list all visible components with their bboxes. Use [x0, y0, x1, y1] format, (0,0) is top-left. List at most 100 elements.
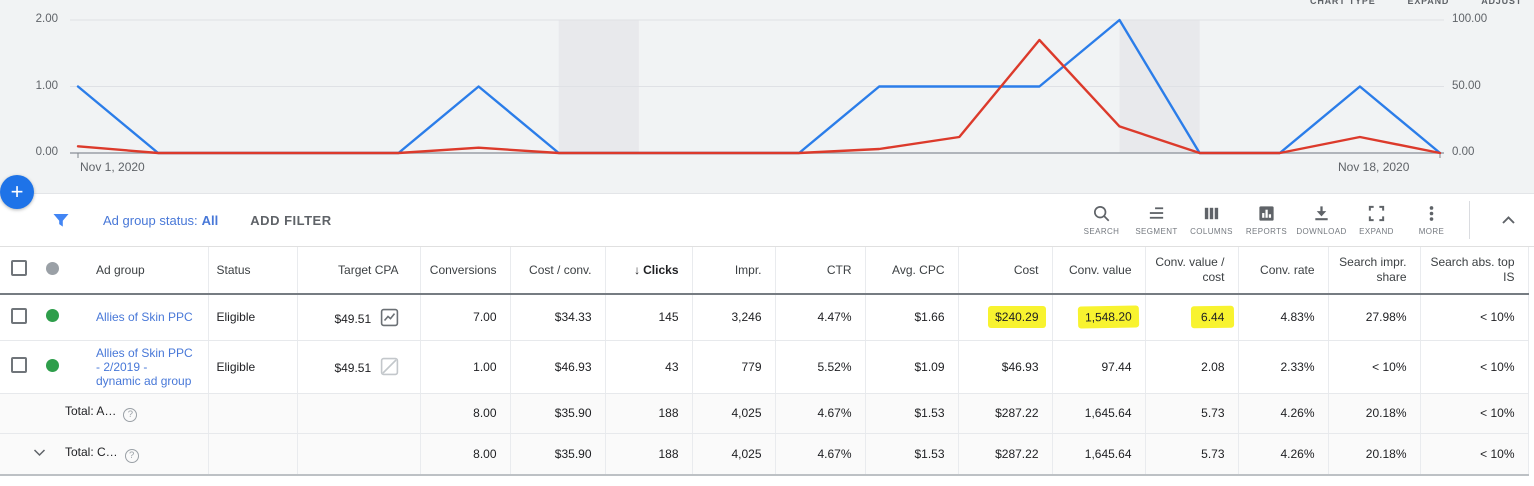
column-header-ctr[interactable]: CTR: [775, 247, 866, 295]
chevron-up-icon: [1500, 214, 1517, 226]
enabled-status-dot: [45, 358, 59, 372]
right-axis-tick: 100.00: [1452, 13, 1488, 25]
conversions-cell: 1.00: [420, 340, 511, 394]
column-header-target-cpa[interactable]: Target CPA: [297, 247, 421, 295]
highlighted-value: 1,548.20: [1077, 305, 1139, 329]
bid-strategy-chart-disabled-icon[interactable]: [380, 357, 399, 376]
adgroup-link[interactable]: Allies of Skin PPC - 2/2019 - dynamic ad…: [96, 345, 193, 388]
collapse-table-button[interactable]: [1482, 208, 1534, 232]
segment-icon: [1147, 204, 1166, 223]
column-header-cost-per-conv[interactable]: Cost / conv.: [510, 247, 606, 295]
left-axis-tick: 1.00: [35, 80, 58, 92]
add-button[interactable]: +: [0, 175, 34, 209]
help-icon[interactable]: ?: [123, 407, 138, 422]
chart-adjust-button[interactable]: ADJUST: [1481, 0, 1522, 6]
column-header-avg-cpc[interactable]: Avg. CPC: [865, 247, 959, 295]
reports-icon: [1257, 204, 1276, 223]
select-all-checkbox[interactable]: [11, 260, 27, 276]
conv-value-per-cost-cell: 6.44: [1145, 294, 1239, 341]
ctr-cell: 5.52%: [775, 340, 866, 394]
row-checkbox[interactable]: [11, 357, 27, 373]
add-filter-button[interactable]: ADD FILTER: [244, 212, 337, 229]
search-impr-share-cell: 27.98%: [1328, 294, 1421, 341]
filter-chip-adgroup-status[interactable]: Ad group status: All: [103, 212, 219, 228]
adgroup-link[interactable]: Allies of Skin PPC: [96, 310, 193, 325]
column-header-impressions[interactable]: Impr.: [692, 247, 776, 295]
more-dots-icon: [1422, 204, 1441, 223]
cost-cell: $287.22: [958, 393, 1053, 434]
more-button[interactable]: MORE: [1404, 204, 1459, 236]
chevron-down-icon[interactable]: [33, 448, 46, 457]
column-header-conv-rate[interactable]: Conv. rate: [1238, 247, 1329, 295]
conv-value-cell: 97.44: [1052, 340, 1146, 394]
search-impr-share-cell: < 10%: [1328, 340, 1421, 394]
row-checkbox[interactable]: [11, 307, 27, 324]
avg-cpc-cell: $1.53: [865, 433, 959, 476]
target-cpa-cell: $49.51: [297, 294, 421, 341]
clicks-cell: 145: [605, 294, 693, 341]
column-header-conv-value[interactable]: Conv. value: [1052, 247, 1146, 295]
column-header-clicks[interactable]: ↓ Clicks: [605, 247, 693, 295]
column-header-search-impr-share[interactable]: Search impr. share: [1328, 247, 1421, 295]
conv-value-cell: 1,548.20: [1052, 294, 1146, 341]
column-header-conv-value-per-cost[interactable]: Conv. value / cost: [1145, 247, 1239, 295]
bid-strategy-chart-icon[interactable]: [380, 308, 399, 327]
clicks-cell: 188: [605, 433, 693, 476]
search-icon: [1092, 204, 1111, 223]
status-cell: Eligible: [208, 340, 298, 394]
table-header-row: Ad group Status Target CPA Conversions C…: [0, 247, 1529, 295]
left-axis-tick: 0.00: [35, 146, 58, 158]
cost-per-conv-cell: $34.33: [510, 294, 606, 341]
right-axis-tick: 0.00: [1452, 146, 1475, 158]
status-dot-header: [45, 261, 59, 275]
chart-expand-button[interactable]: EXPAND: [1407, 0, 1450, 6]
avg-cpc-cell: $1.66: [865, 294, 959, 341]
column-header-status[interactable]: Status: [208, 247, 298, 295]
avg-cpc-cell: $1.53: [865, 393, 959, 434]
ctr-cell: 4.67%: [775, 393, 866, 434]
expand-icon: [1367, 204, 1386, 223]
expand-button[interactable]: EXPAND: [1349, 204, 1404, 236]
cost-per-conv-cell: $35.90: [510, 393, 606, 434]
column-header-ad-group[interactable]: Ad group: [66, 247, 209, 295]
columns-button[interactable]: COLUMNS: [1184, 204, 1239, 236]
conversions-cell: 8.00: [420, 433, 511, 476]
cost-cell: $240.29: [958, 294, 1053, 341]
conv-rate-cell: 4.83%: [1238, 294, 1329, 341]
conv-value-per-cost-cell: 5.73: [1145, 433, 1239, 476]
filter-value: All: [201, 212, 219, 228]
toolbar-divider: [1469, 201, 1470, 239]
search-button[interactable]: SEARCH: [1074, 204, 1129, 236]
enabled-status-dot: [45, 309, 59, 323]
download-button[interactable]: DOWNLOAD: [1294, 204, 1349, 236]
highlighted-value: 6.44: [1191, 306, 1235, 329]
conversions-cell: 8.00: [420, 393, 511, 434]
performance-chart-panel: CHART TYPE EXPAND ADJUST 2.00 1.00 0.00 …: [0, 0, 1534, 193]
conv-rate-cell: 2.33%: [1238, 340, 1329, 394]
table-toolbar: SEARCH SEGMENT COLUMNS REPORTS DOWNLOAD …: [1074, 201, 1534, 239]
table-row: Allies of Skin PPC - 2/2019 - dynamic ad…: [0, 340, 1529, 394]
cost-cell: $46.93: [958, 340, 1053, 394]
conv-value-per-cost-cell: 5.73: [1145, 393, 1239, 434]
avg-cpc-cell: $1.09: [865, 340, 959, 394]
help-icon[interactable]: ?: [124, 448, 139, 463]
ctr-cell: 4.47%: [775, 294, 866, 341]
highlighted-value: $240.29: [988, 306, 1046, 329]
column-header-cost[interactable]: Cost: [958, 247, 1053, 295]
total-row-campaigns: Total: C…? 8.00 $35.90 188 4,025 4.67% $…: [0, 433, 1529, 476]
x-axis-start-label: Nov 1, 2020: [80, 160, 145, 174]
chart-type-button[interactable]: CHART TYPE: [1310, 0, 1376, 6]
column-header-search-abs-top-is[interactable]: Search abs. top IS: [1420, 247, 1529, 295]
total-row-adgroups: Total: A…? 8.00 $35.90 188 4,025 4.67% $…: [0, 393, 1529, 434]
search-abs-top-is-cell: < 10%: [1420, 340, 1529, 394]
conv-value-per-cost-cell: 2.08: [1145, 340, 1239, 394]
clicks-cell: 188: [605, 393, 693, 434]
reports-button[interactable]: REPORTS: [1239, 204, 1294, 236]
ctr-cell: 4.67%: [775, 433, 866, 476]
impressions-cell: 3,246: [692, 294, 776, 341]
status-cell: Eligible: [208, 294, 298, 341]
filter-bar: Ad group status: All ADD FILTER SEARCH SE…: [0, 193, 1534, 247]
search-abs-top-is-cell: < 10%: [1420, 433, 1529, 476]
segment-button[interactable]: SEGMENT: [1129, 204, 1184, 236]
column-header-conversions[interactable]: Conversions: [420, 247, 511, 295]
